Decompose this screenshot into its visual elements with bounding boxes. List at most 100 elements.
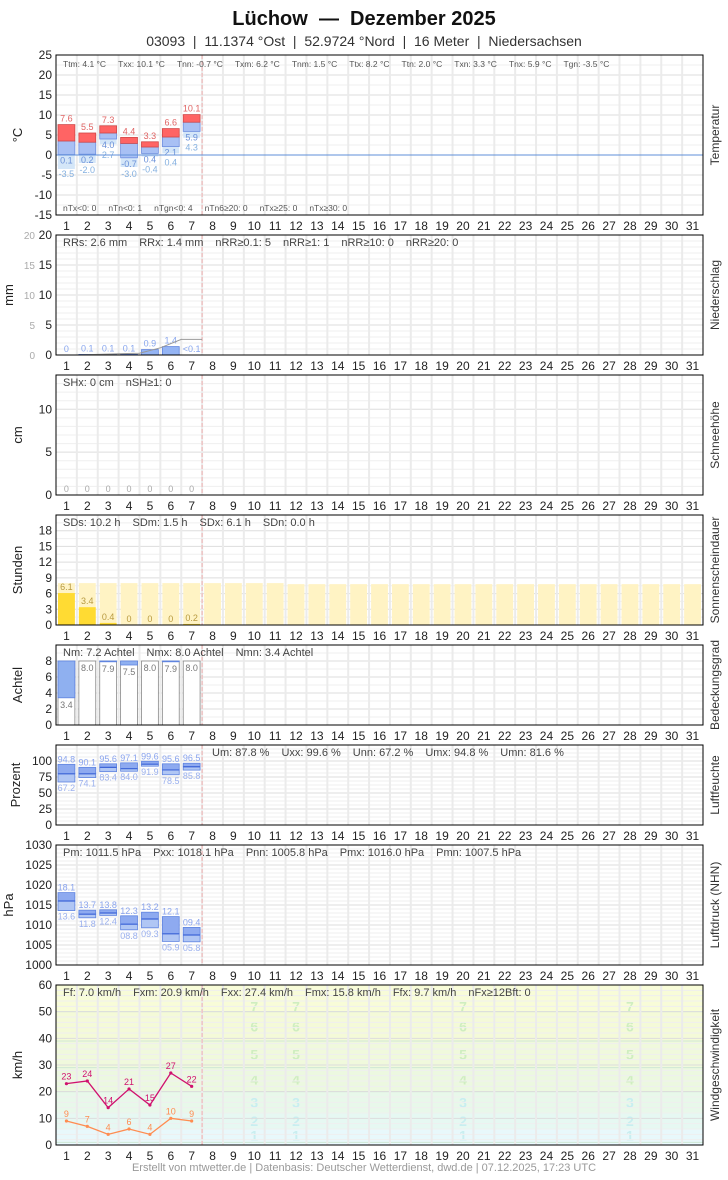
y-tick-label: 6 xyxy=(45,670,52,684)
min-label: 12.4 xyxy=(99,916,117,926)
panel-side-title: Temperatur xyxy=(708,105,722,166)
cloud-cover-fill xyxy=(161,660,180,663)
y-tick-label: 0 xyxy=(45,348,52,362)
x-day-label: 7 xyxy=(188,499,195,513)
panel-frame xyxy=(55,644,704,726)
panel-side-title: Bedeckungsgrad xyxy=(708,640,722,730)
y-tick-label: 12 xyxy=(39,555,53,569)
upper-range-box xyxy=(161,763,180,771)
beaufort-label: 6 xyxy=(292,1018,300,1034)
x-day-label: 10 xyxy=(248,219,262,233)
lower-range-box xyxy=(120,923,138,931)
tmin-label: 0.2 xyxy=(81,155,94,165)
tmin-label: 2.1 xyxy=(165,148,178,158)
y-tick-label-secondary: 10 xyxy=(24,291,36,302)
beaufort-label: 2 xyxy=(250,1113,258,1129)
x-day-label: 21 xyxy=(477,629,491,643)
tground-min-label: -3.0 xyxy=(121,169,137,179)
y-tick-label-secondary: 0 xyxy=(29,351,35,362)
x-day-label: 28 xyxy=(623,829,637,843)
stat-item: Ffx: 9.7 km/h xyxy=(393,987,457,999)
gust-label: 27 xyxy=(166,1061,176,1071)
upper-range-box xyxy=(120,915,138,925)
mean-wind-label: 4 xyxy=(147,1122,152,1132)
possible-sun-bar xyxy=(224,583,242,625)
tground-min-label: -3.5 xyxy=(59,169,75,179)
stat-item: Um: 87.8 % xyxy=(212,747,270,759)
x-day-label: 1 xyxy=(63,499,70,513)
x-day-label: 15 xyxy=(352,499,366,513)
possible-sun-bar xyxy=(245,583,263,625)
x-day-label: 30 xyxy=(665,1149,679,1163)
x-day-label: 14 xyxy=(331,969,345,983)
x-day-label: 23 xyxy=(519,219,533,233)
x-day-label: 15 xyxy=(352,219,366,233)
snow-label: 0 xyxy=(85,484,90,494)
lower-range-box xyxy=(57,773,76,783)
mean-min-bar xyxy=(182,121,201,132)
x-day-label: 8 xyxy=(209,219,216,233)
x-day-label: 15 xyxy=(352,629,366,643)
y-axis-label: hPa xyxy=(1,893,16,917)
ground-min-bar xyxy=(78,154,96,163)
ground-min-bar xyxy=(120,157,138,167)
x-day-label: 10 xyxy=(248,1149,262,1163)
mean-wind-label: 9 xyxy=(189,1109,194,1119)
possible-sun-bar xyxy=(183,583,201,625)
precip-label: 0 xyxy=(64,344,69,354)
stat-item: Txx: 10.1 °C xyxy=(118,59,165,69)
y-tick-label: 10 xyxy=(39,108,53,122)
possible-sun-bar xyxy=(621,584,639,625)
x-day-label: 23 xyxy=(519,499,533,513)
x-day-label: 25 xyxy=(561,629,575,643)
beaufort-label: 2 xyxy=(459,1113,467,1129)
x-day-label: 7 xyxy=(188,219,195,233)
x-day-label: 20 xyxy=(456,629,470,643)
x-day-label: 11 xyxy=(269,829,282,843)
panel-side-title: Windgeschwindigkeit xyxy=(708,1008,722,1121)
x-day-label: 25 xyxy=(561,969,575,983)
page-title: Lüchow — Dezember 2025 xyxy=(232,8,495,30)
y-tick-label: 18 xyxy=(39,524,53,538)
y-tick-label: 1010 xyxy=(25,918,52,932)
x-day-label: 29 xyxy=(644,629,658,643)
possible-sun-bar xyxy=(579,584,597,625)
gust-label: 23 xyxy=(61,1072,71,1082)
x-day-label: 8 xyxy=(209,629,216,643)
stat-item: Pm: 1011.5 hPa xyxy=(63,847,142,859)
y-tick-label: 15 xyxy=(39,258,53,272)
beaufort-label: 4 xyxy=(626,1072,634,1088)
x-day-label: 20 xyxy=(456,1149,470,1163)
snow-label: 0 xyxy=(106,484,111,494)
y-tick-label: 5 xyxy=(45,445,52,459)
max-label: 13.2 xyxy=(141,902,159,912)
y-tick-label: 4 xyxy=(45,686,52,700)
x-day-label: 5 xyxy=(147,969,154,983)
cloud-label: 8.0 xyxy=(144,663,157,673)
x-day-label: 8 xyxy=(209,829,216,843)
x-day-label: 24 xyxy=(540,1149,554,1163)
x-day-label: 31 xyxy=(686,359,700,373)
tmax-label: 7.3 xyxy=(102,115,115,125)
x-day-label: 30 xyxy=(665,629,679,643)
max-label: 12.1 xyxy=(162,907,180,917)
x-day-label: 12 xyxy=(289,219,303,233)
precip-label: 0.1 xyxy=(102,343,115,353)
max-label: 90.1 xyxy=(79,757,97,767)
x-day-label: 5 xyxy=(147,219,154,233)
stat-item: Pmn: 1007.5 hPa xyxy=(436,847,522,859)
gust-point xyxy=(85,1079,89,1083)
y-axis-label: km/h xyxy=(10,1051,25,1079)
x-day-label: 20 xyxy=(456,359,470,373)
snow-label: 0 xyxy=(147,484,152,494)
cloud-label: 8.0 xyxy=(81,663,94,673)
x-day-label: 1 xyxy=(63,969,70,983)
precip-label: 0.1 xyxy=(81,343,94,353)
gust-label: 14 xyxy=(103,1096,113,1106)
x-day-label: 1 xyxy=(63,219,70,233)
x-day-label: 19 xyxy=(435,729,449,743)
x-day-label: 15 xyxy=(352,1149,366,1163)
stat-item: nRR≥10: 0 xyxy=(341,237,394,249)
possible-sun-bar xyxy=(684,584,701,625)
